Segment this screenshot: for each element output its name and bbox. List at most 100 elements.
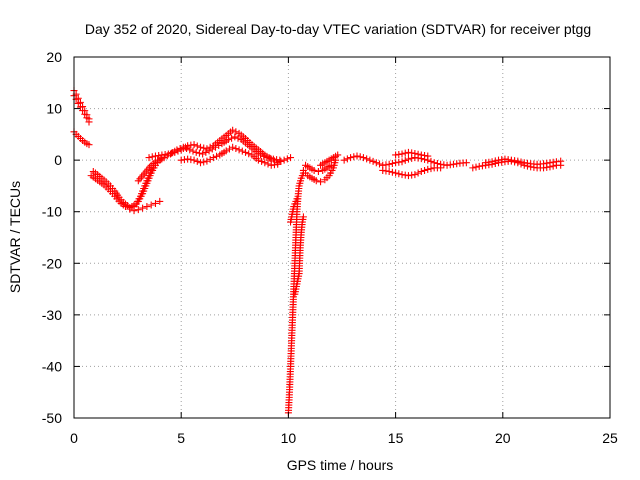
data-point [299, 213, 307, 221]
data-point [287, 154, 295, 162]
data-point [347, 154, 355, 162]
data-point-interp [369, 157, 377, 165]
data-point [417, 167, 425, 175]
data-point-interp [401, 149, 409, 157]
data-point [314, 167, 322, 175]
x-tick-label: 10 [281, 430, 297, 446]
data-point [196, 159, 204, 167]
data-point [557, 157, 565, 165]
data-point-interp [343, 155, 351, 163]
y-tick-label: -30 [42, 307, 62, 323]
data-point-interp [258, 157, 266, 165]
data-point [437, 164, 445, 172]
y-tick-label: -20 [42, 255, 62, 271]
data-point [151, 199, 159, 207]
data-point [385, 160, 393, 168]
data-point [424, 165, 432, 173]
data-points [70, 87, 565, 417]
data-point [156, 197, 164, 205]
data-point [83, 114, 91, 122]
data-point [139, 204, 147, 212]
data-point-interp [350, 153, 358, 161]
data-point [411, 171, 419, 179]
y-axis-label: SDTVAR / TECUs [7, 181, 23, 293]
data-point-interp [264, 160, 272, 168]
data-point-interp [234, 134, 242, 142]
data-point-interp [491, 157, 499, 165]
y-tick-label: 0 [54, 152, 62, 168]
data-point [280, 156, 288, 164]
data-point-interp [395, 170, 403, 178]
data-point [203, 145, 211, 153]
x-tick-label: 15 [388, 430, 404, 446]
data-point-interp [356, 153, 364, 161]
axis-ticks: 0 5 10 15 20 25 -50 -40 -30 -20 -10 0 10 20 [42, 49, 618, 446]
data-point [85, 118, 93, 126]
data-point [359, 154, 367, 162]
data-point-interp [148, 153, 156, 161]
data-point [147, 201, 155, 209]
data-point [229, 143, 237, 151]
data-point [231, 133, 239, 141]
data-point-interp [200, 144, 208, 152]
data-point-interp [472, 163, 480, 171]
data-point-interp [376, 160, 384, 168]
data-point-interp [238, 147, 246, 155]
data-point [261, 159, 269, 167]
data-point-interp [228, 134, 236, 142]
data-point [192, 148, 200, 156]
data-point [235, 146, 243, 154]
data-point [372, 159, 380, 167]
data-point-interp [193, 142, 201, 150]
data-point-interp [421, 166, 429, 174]
data-point [242, 148, 250, 156]
data-point [224, 136, 232, 144]
x-tick-label: 0 [70, 430, 78, 446]
data-point-interp [363, 155, 371, 163]
data-point [199, 150, 207, 158]
data-point [469, 164, 477, 172]
data-point-interp [517, 158, 525, 166]
data-point [229, 126, 237, 134]
data-point [254, 156, 262, 164]
y-tick-label: 20 [46, 49, 62, 65]
data-point [134, 206, 142, 214]
data-point-interp [414, 169, 422, 177]
data-point-interp [388, 168, 396, 176]
plot-frame [73, 56, 611, 419]
data-point-interp [388, 159, 396, 167]
chart-title: Day 352 of 2020, Sidereal Day-to-day VTE… [85, 21, 591, 37]
data-point-interp [401, 156, 409, 164]
data-point-interp [213, 152, 221, 160]
data-point [130, 207, 138, 215]
data-point-interp [245, 150, 253, 158]
data-point [164, 150, 172, 158]
data-point [334, 151, 342, 159]
data-point [312, 177, 320, 185]
data-point-interp [206, 143, 214, 151]
data-point-interp [189, 147, 197, 155]
data-point [404, 155, 412, 163]
x-tick-label: 25 [602, 430, 618, 446]
data-point [411, 149, 419, 157]
data-point [79, 107, 87, 115]
y-tick-label: 10 [46, 101, 62, 117]
data-point-interp [232, 128, 240, 136]
data-point [85, 141, 93, 149]
data-point-interp [427, 157, 435, 165]
data-point [274, 160, 282, 168]
data-point [81, 110, 89, 118]
y-tick-label: -40 [42, 358, 62, 374]
data-point [186, 146, 194, 154]
data-point-interp [168, 149, 176, 157]
data-point [76, 103, 84, 111]
data-point [145, 154, 153, 162]
data-point-interp [193, 157, 201, 165]
data-point-interp [195, 149, 203, 157]
data-point [488, 158, 496, 166]
data-point-interp [414, 150, 422, 158]
data-point [171, 148, 179, 156]
data-point [398, 158, 406, 166]
data-point [366, 156, 374, 164]
